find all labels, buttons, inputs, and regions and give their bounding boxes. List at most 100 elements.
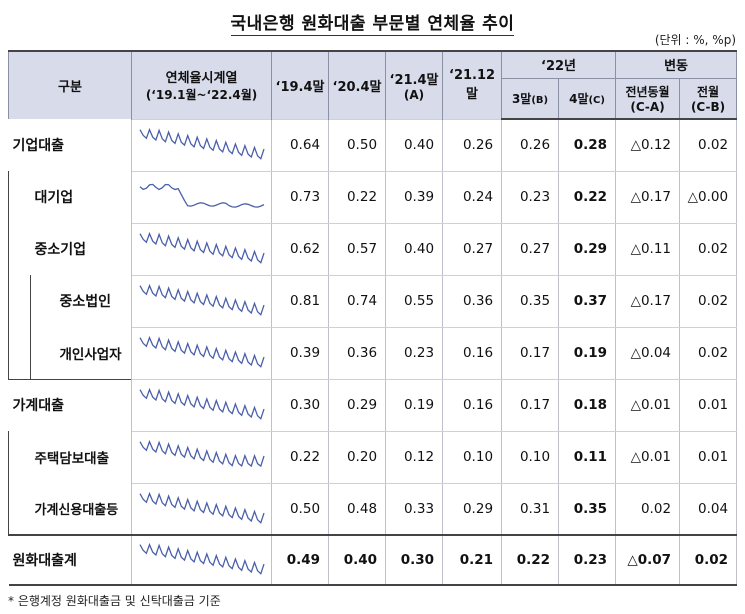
cell-20-4: 0.50 (328, 118, 387, 172)
sparkline-line (138, 491, 265, 524)
indent-gutter (8, 223, 31, 275)
sparkline-chart (139, 183, 264, 208)
cell-21-12: 0.27 (442, 222, 503, 276)
footnote: * 은행계정 원화대출금 및 신탁대출금 기준 (8, 594, 221, 608)
row-label: 중소기업 (30, 223, 133, 275)
sparkline-line (139, 183, 264, 208)
sparkline (131, 170, 273, 224)
cell-22-4: 0.23 (558, 534, 617, 586)
cell-21-4: 0.40 (385, 118, 444, 172)
cell-22-3: 0.10 (501, 430, 560, 484)
cell-21-4: 0.23 (385, 326, 444, 380)
cell-21-12: 0.36 (442, 274, 503, 328)
sparkline-line (138, 283, 265, 316)
cell-22-4: 0.28 (558, 118, 617, 172)
sparkline-line (138, 439, 265, 468)
header-20-4: ‘20.4말 (328, 50, 387, 119)
cell-22-3: 0.17 (501, 326, 560, 380)
sparkline-line (138, 387, 265, 420)
cell-22-4: 0.35 (558, 482, 617, 536)
sparkline-chart (138, 335, 265, 368)
cell-21-4: 0.19 (385, 378, 444, 432)
cell-22-4: 0.19 (558, 326, 617, 380)
cell-19-4: 0.62 (271, 222, 330, 276)
cell-22-3: 0.17 (501, 378, 560, 432)
table-row: 가계신용대출등 0.50 0.48 0.33 0.29 0.31 0.35 0.… (8, 482, 738, 536)
cell-21-4: 0.40 (385, 222, 444, 276)
header-timeseries: 연체율시계열 (‘19.1월~‘22.4월) (131, 50, 273, 119)
sparkline-line (138, 335, 265, 368)
header-group-22: ‘22년 (501, 50, 617, 78)
sparkline-chart (138, 231, 265, 264)
cell-20-4: 0.48 (328, 482, 387, 536)
cell-mom: 0.02 (679, 118, 738, 172)
indent-gutter (8, 431, 31, 483)
header-22-3: 3말(B) (501, 77, 560, 120)
cell-yoy: △0.17 (615, 170, 681, 224)
indent-gutter (30, 275, 54, 327)
table-row-total: 원화대출계 0.49 0.40 0.30 0.21 0.22 0.23 △0.0… (8, 534, 738, 586)
header-yoy: 전년동월 (C-A) (615, 77, 681, 120)
cell-22-3: 0.22 (501, 534, 560, 586)
cell-mom: 0.02 (679, 534, 738, 586)
row-label: 개인사업자 (53, 327, 133, 379)
cell-21-12: 0.16 (442, 326, 503, 380)
cell-22-3: 0.35 (501, 274, 560, 328)
cell-19-4: 0.64 (271, 118, 330, 172)
cell-mom: 0.01 (679, 430, 738, 484)
cell-22-4: 0.11 (558, 430, 617, 484)
table-title: 국내은행 원화대출 부문별 연체율 추이 (230, 14, 515, 36)
header-21-12: ‘21.12말 (442, 50, 503, 119)
sparkline-chart (138, 439, 265, 468)
cell-21-4: 0.12 (385, 430, 444, 484)
sparkline (131, 274, 273, 328)
cell-yoy: △0.17 (615, 274, 681, 328)
cell-20-4: 0.40 (328, 534, 387, 586)
cell-22-3: 0.27 (501, 222, 560, 276)
cell-20-4: 0.74 (328, 274, 387, 328)
indent-gutter (8, 275, 31, 327)
cell-yoy: △0.01 (615, 378, 681, 432)
sparkline (131, 326, 273, 380)
table-row: 중소기업 0.62 0.57 0.40 0.27 0.27 0.29 △0.11… (8, 222, 738, 276)
cell-mom: 0.02 (679, 326, 738, 380)
sparkline (131, 534, 273, 586)
cell-yoy: △0.04 (615, 326, 681, 380)
cell-19-4: 0.49 (271, 534, 330, 586)
cell-21-4: 0.55 (385, 274, 444, 328)
cell-yoy: △0.11 (615, 222, 681, 276)
sparkline (131, 118, 273, 172)
cell-mom: 0.01 (679, 378, 738, 432)
cell-mom: 0.02 (679, 222, 738, 276)
cell-22-4: 0.18 (558, 378, 617, 432)
cell-19-4: 0.73 (271, 170, 330, 224)
header-category: 구분 (7, 50, 133, 119)
sparkline-chart (138, 542, 265, 575)
sparkline (131, 430, 273, 484)
indent-gutter (8, 483, 31, 535)
cell-19-4: 0.22 (271, 430, 330, 484)
row-label: 원화대출계 (8, 534, 133, 586)
sparkline-line (138, 231, 265, 264)
sparkline-line (138, 542, 265, 575)
cell-19-4: 0.30 (271, 378, 330, 432)
sparkline-chart (138, 127, 265, 160)
table-row: 주택담보대출 0.22 0.20 0.12 0.10 0.10 0.11 △0.… (8, 430, 738, 484)
cell-21-4: 0.39 (385, 170, 444, 224)
indent-gutter (8, 327, 31, 379)
header-22-4: 4말(C) (558, 77, 617, 120)
cell-19-4: 0.81 (271, 274, 330, 328)
table-row: 대기업 0.73 0.22 0.39 0.24 0.23 0.22 △0.17 … (8, 170, 738, 224)
cell-21-12: 0.24 (442, 170, 503, 224)
indent-gutter (8, 171, 31, 223)
row-label: 가계대출 (8, 378, 133, 431)
cell-21-12: 0.26 (442, 118, 503, 172)
cell-yoy: △0.12 (615, 118, 681, 172)
cell-yoy: △0.07 (615, 534, 681, 586)
cell-19-4: 0.50 (271, 482, 330, 536)
cell-yoy: △0.01 (615, 430, 681, 484)
cell-21-12: 0.16 (442, 378, 503, 432)
sparkline (131, 378, 273, 432)
header-mom: 전월 (C-B) (679, 77, 738, 120)
cell-mom: 0.04 (679, 482, 738, 536)
